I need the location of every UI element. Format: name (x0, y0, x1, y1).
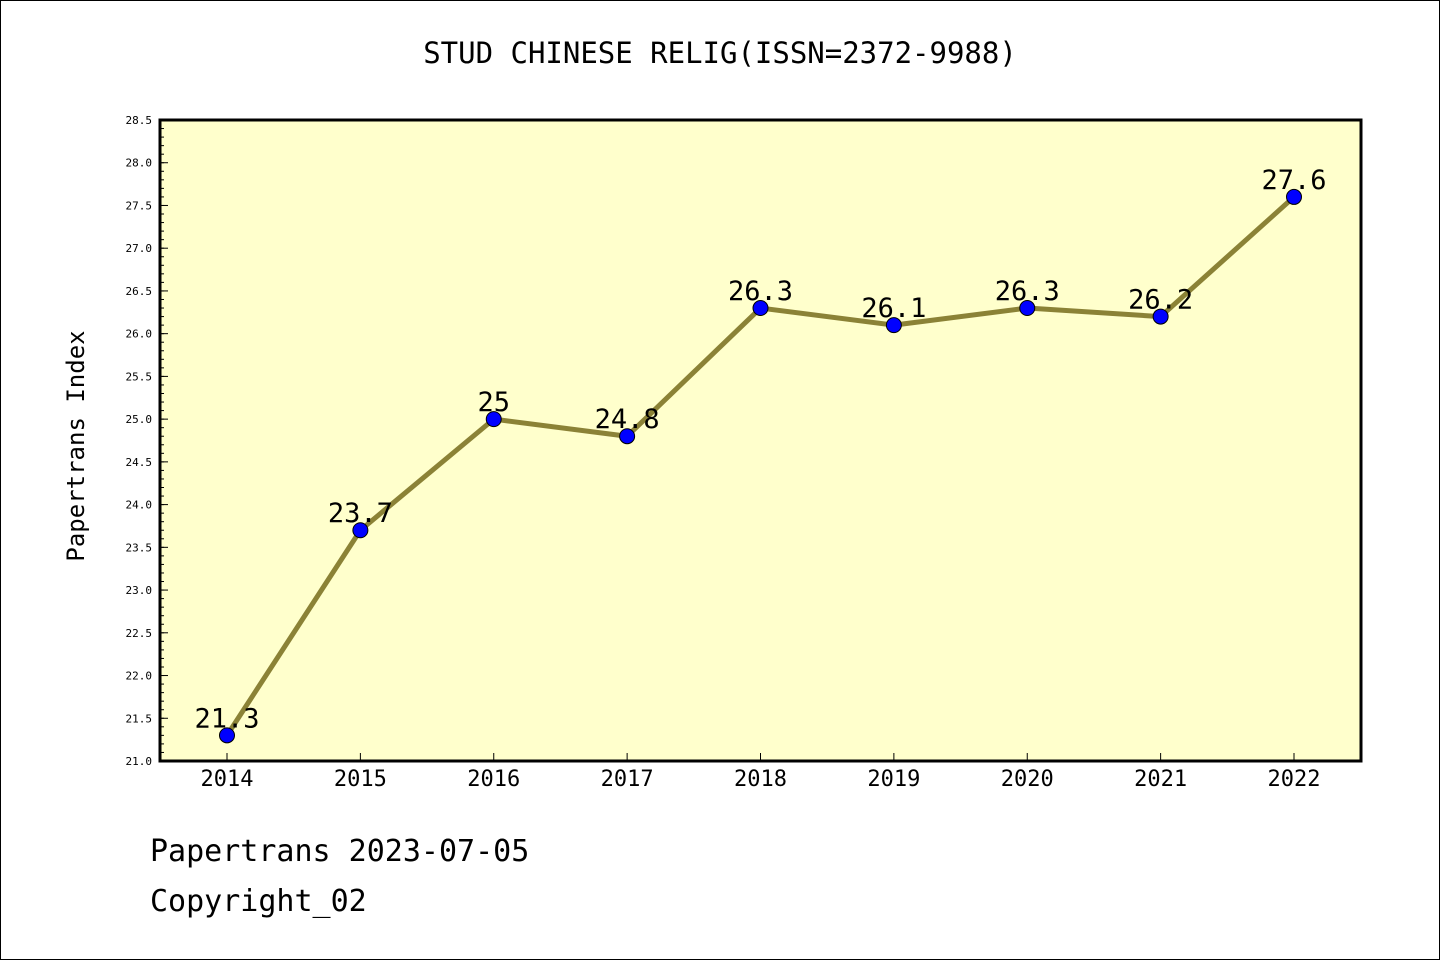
data-label: 21.3 (194, 703, 259, 734)
y-tick-label: 28.0 (126, 157, 153, 170)
plot-area (158, 118, 1363, 763)
y-tick-label: 24.5 (126, 456, 153, 469)
y-tick-label: 25.0 (126, 413, 153, 426)
x-tick-label: 2015 (334, 767, 387, 792)
data-point (1286, 188, 1302, 205)
data-point (352, 522, 369, 539)
data-label: 26.3 (728, 276, 793, 307)
y-tick-label: 26.0 (126, 328, 153, 341)
x-tick-label: 2020 (1001, 767, 1054, 792)
footer-copyright: Copyright_02 (150, 884, 367, 919)
data-label: 24.8 (595, 404, 660, 435)
data-point (619, 428, 636, 445)
footer-date: Papertrans 2023-07-05 (150, 834, 530, 869)
data-label: 26.2 (1128, 285, 1193, 316)
data-label: 26.3 (995, 276, 1060, 307)
y-tick-label: 27.0 (126, 242, 153, 255)
y-tick-label: 22.0 (126, 670, 153, 683)
y-tick-label: 26.5 (126, 285, 153, 298)
x-tick-label: 2021 (1134, 767, 1187, 792)
data-point (1152, 308, 1169, 325)
x-tick-label: 2017 (601, 767, 654, 792)
y-tick-label: 24.0 (126, 499, 153, 512)
data-point (752, 300, 769, 317)
x-tick-label: 2018 (734, 767, 787, 792)
x-tick-label: 2016 (467, 767, 520, 792)
x-tick-label: 2022 (1268, 767, 1321, 792)
x-axis-ticks: 2014 2015 2016 2017 2018 2019 2020 2021 2022 (201, 753, 1321, 792)
data-series: 21.3 23.7 25 24.8 26.3 26.1 26.3 26.2 27.6 (194, 165, 1327, 744)
y-tick-label: 23.5 (126, 541, 153, 554)
y-tick-label: 21.0 (126, 755, 153, 768)
data-label: 26.1 (861, 293, 926, 324)
data-point (485, 411, 502, 428)
data-point (219, 727, 235, 744)
y-tick-label: 27.5 (126, 199, 153, 212)
y-tick-label: 23.0 (126, 584, 153, 597)
data-label: 23.7 (328, 498, 393, 529)
y-tick-label: 22.5 (126, 627, 153, 640)
data-point (1019, 300, 1036, 317)
data-label: 27.6 (1261, 165, 1326, 196)
y-tick-label: 25.5 (126, 370, 153, 383)
data-point (885, 317, 902, 334)
y-tick-label: 28.5 (126, 114, 153, 127)
y-axis-ticks: 21.0 21.5 22.0 22.5 23.0 23.5 24.0 24.5 25.0 25.5… (126, 114, 168, 768)
data-label: 25 (477, 387, 510, 418)
y-tick-label: 21.5 (126, 712, 153, 725)
chart-title: STUD CHINESE RELIG(ISSN=2372-9988) (423, 36, 1017, 70)
x-tick-label: 2019 (867, 767, 920, 792)
x-tick-label: 2014 (201, 767, 254, 792)
